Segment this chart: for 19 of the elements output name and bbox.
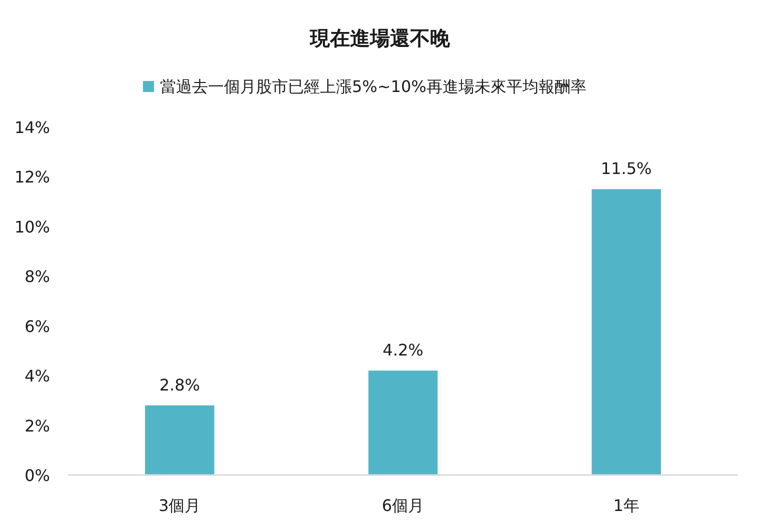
data-label: 2.8%	[159, 375, 200, 394]
y-tick-label: 12%	[14, 168, 50, 187]
data-label: 11.5%	[600, 159, 652, 178]
data-label: 4.2%	[382, 340, 424, 360]
bar	[145, 405, 214, 475]
y-tick-label: 8%	[24, 267, 50, 286]
x-tick-label: 6個月	[382, 496, 424, 515]
chart-title: 現在進場還不晚	[309, 26, 451, 50]
x-tick-label: 3個月	[158, 496, 201, 515]
y-tick-label: 4%	[24, 366, 50, 386]
x-tick-label: 1年	[613, 496, 640, 515]
legend-label: 當過去一個月股市已經上漲5%~10%再進場未來平均報酬率	[160, 77, 586, 96]
y-tick-label: 14%	[14, 118, 50, 137]
y-tick-label: 2%	[24, 416, 50, 436]
y-tick-label: 10%	[14, 217, 50, 236]
bar	[592, 189, 661, 475]
bar	[368, 370, 438, 475]
y-tick-label: 0%	[24, 466, 50, 485]
y-tick-label: 6%	[24, 316, 50, 336]
